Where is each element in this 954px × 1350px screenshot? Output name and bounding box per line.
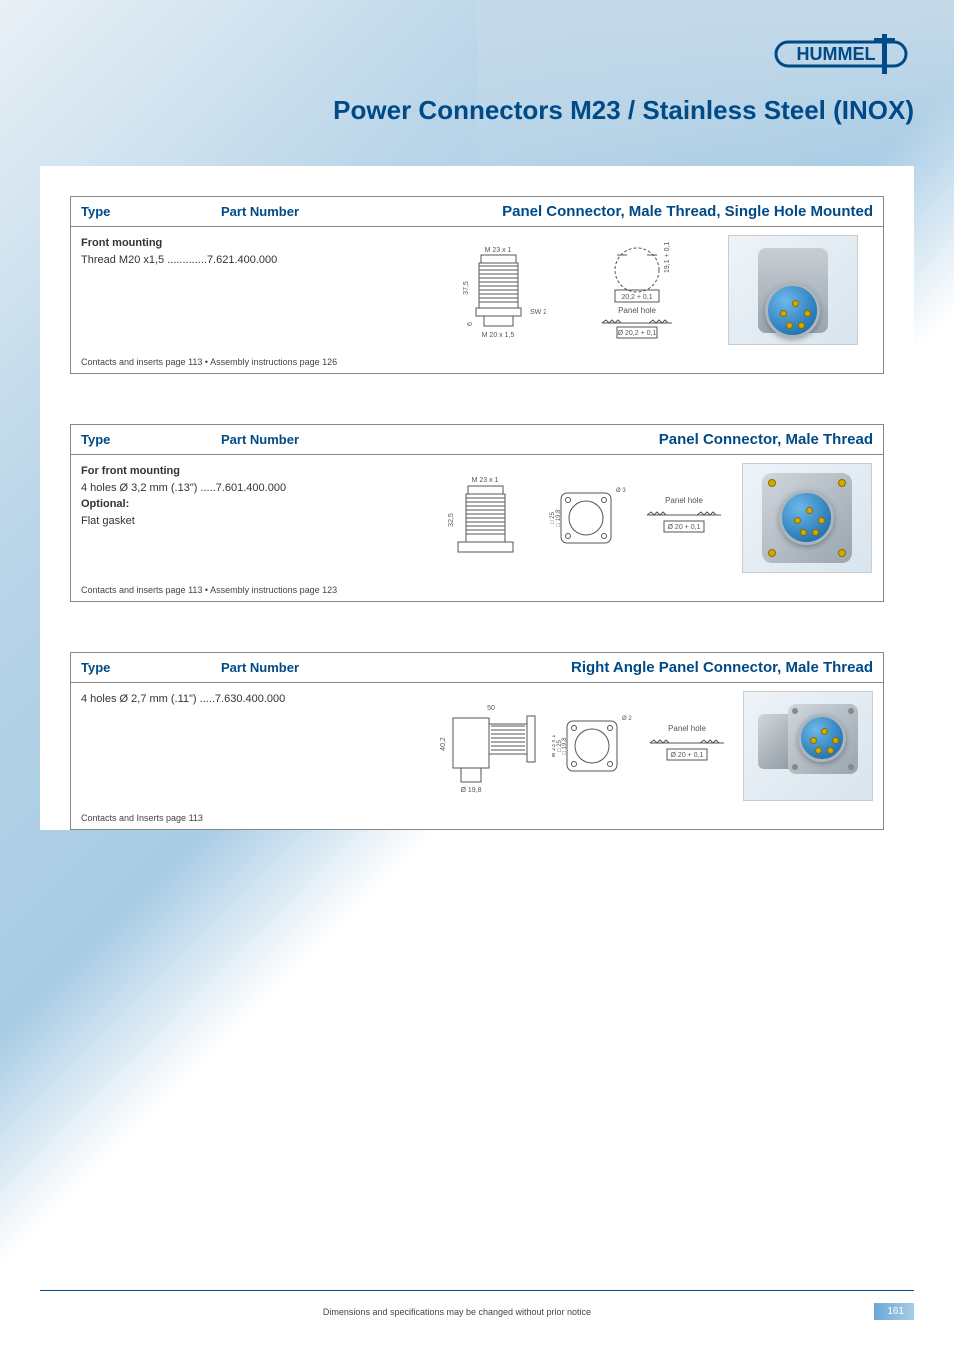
diagram-side: M 23 x 1 37,5 SW 26 6 M 20 x 1,5 <box>446 240 546 340</box>
page-footer: Dimensions and specifications may be cha… <box>0 1290 954 1350</box>
svg-text:19,1 + 0,1: 19,1 + 0,1 <box>664 242 671 273</box>
spec-line: For front mounting <box>81 463 431 480</box>
section-title: Panel Connector, Male Thread <box>421 431 873 448</box>
svg-text:32,5: 32,5 <box>448 513 455 527</box>
spec-line: Optional: <box>81 496 431 513</box>
svg-text:20,2 + 0,1: 20,2 + 0,1 <box>621 294 652 301</box>
product-photo <box>743 691 873 801</box>
section-panel-4holes: Type Part Number Panel Connector, Male T… <box>70 424 884 602</box>
diagram-panel-hole: 19,1 + 0,1 20,2 + 0,1 Panel hole Ø 20,2 … <box>587 235 687 345</box>
spec-line: Front mounting <box>81 235 431 252</box>
diagram-flange: M 23 x 1 □ 25 □ 19,8 Ø 2,7 <box>552 706 632 786</box>
diagram-right-angle: 50 40,2 Ø 19,8 <box>431 696 541 796</box>
col-type: Type <box>81 204 221 219</box>
section-right-angle: Type Part Number Right Angle Panel Conne… <box>70 652 884 830</box>
svg-text:Panel hole: Panel hole <box>668 724 706 733</box>
brand-text: HUMMEL <box>797 44 876 64</box>
product-photo <box>742 463 872 573</box>
diagram-panel-hole: Panel hole Ø 20 + 0,1 <box>642 721 732 771</box>
spec-line: 4 holes Ø 3,2 mm (.13") .....7.601.400.0… <box>81 480 431 497</box>
header: HUMMEL <box>0 0 954 85</box>
svg-text:□ 19,8: □ 19,8 <box>556 509 562 527</box>
svg-text:Ø 20 + 0,1: Ø 20 + 0,1 <box>671 752 704 759</box>
svg-text:Panel hole: Panel hole <box>618 306 656 315</box>
svg-text:M 23 x 1: M 23 x 1 <box>471 477 498 484</box>
section-title: Panel Connector, Male Thread, Single Hol… <box>421 203 873 220</box>
spec-line: Thread M20 x1,5 .............7.621.400.0… <box>81 252 431 269</box>
svg-text:37,5: 37,5 <box>463 281 470 295</box>
section-header: Type Part Number Right Angle Panel Conne… <box>71 653 883 683</box>
spec-text: Front mounting Thread M20 x1,5 .........… <box>81 235 431 345</box>
svg-text:Ø 19,8: Ø 19,8 <box>461 787 482 794</box>
diagram-flange: □ 25 □ 19,8 Ø 3,2 <box>546 478 626 558</box>
page-number: 161 <box>874 1303 914 1320</box>
col-type: Type <box>81 660 221 675</box>
diagram-panel-hole: Panel hole Ø 20 + 0,1 <box>639 493 729 543</box>
svg-text:Ø 20,2 + 0,1: Ø 20,2 + 0,1 <box>618 330 657 337</box>
page-title: Power Connectors M23 / Stainless Steel (… <box>0 85 954 166</box>
svg-text:SW 26: SW 26 <box>530 309 546 316</box>
svg-text:M 23 x 1: M 23 x 1 <box>485 247 512 254</box>
col-part: Part Number <box>221 660 421 675</box>
col-type: Type <box>81 432 221 447</box>
section-header: Type Part Number Panel Connector, Male T… <box>71 425 883 455</box>
product-photo <box>728 235 858 345</box>
section-footer: Contacts and inserts page 113 • Assembly… <box>71 353 883 373</box>
svg-text:40,2: 40,2 <box>440 737 447 751</box>
svg-text:Ø 20 + 0,1: Ø 20 + 0,1 <box>667 524 700 531</box>
col-part: Part Number <box>221 432 421 447</box>
section-footer: Contacts and inserts page 113 • Assembly… <box>71 581 883 601</box>
col-part: Part Number <box>221 204 421 219</box>
spec-text: For front mounting 4 holes Ø 3,2 mm (.13… <box>81 463 431 573</box>
svg-text:6: 6 <box>467 322 474 326</box>
section-header: Type Part Number Panel Connector, Male T… <box>71 197 883 227</box>
svg-text:□ 19,8: □ 19,8 <box>562 737 568 755</box>
spec-text: 4 holes Ø 2,7 mm (.11") .....7.630.400.0… <box>81 691 431 801</box>
svg-text:Panel hole: Panel hole <box>665 496 703 505</box>
svg-text:Ø 2,7: Ø 2,7 <box>622 716 632 722</box>
content-area: Type Part Number Panel Connector, Male T… <box>40 166 914 830</box>
section-footer: Contacts and Inserts page 113 <box>71 809 883 829</box>
footer-disclaimer: Dimensions and specifications may be cha… <box>40 1307 874 1317</box>
spec-line: Flat gasket <box>81 513 431 530</box>
svg-text:M 20 x 1,5: M 20 x 1,5 <box>482 332 515 339</box>
brand-logo: HUMMEL <box>774 30 914 85</box>
svg-text:Ø 3,2: Ø 3,2 <box>616 488 626 494</box>
svg-text:50: 50 <box>487 705 495 712</box>
spec-line: 4 holes Ø 2,7 mm (.11") .....7.630.400.0… <box>81 691 431 708</box>
section-title: Right Angle Panel Connector, Male Thread <box>421 659 873 676</box>
section-panel-single-hole: Type Part Number Panel Connector, Male T… <box>70 196 884 374</box>
diagram-side: M 23 x 1 32,5 <box>433 468 533 568</box>
